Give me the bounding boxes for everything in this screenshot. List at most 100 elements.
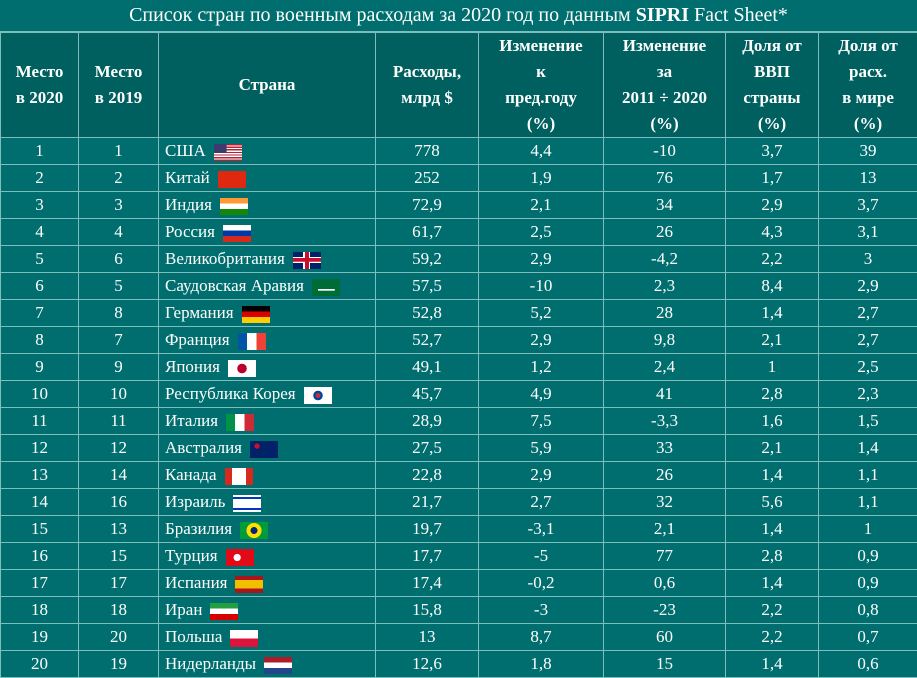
- table-cell: 20: [1, 651, 79, 678]
- flag-icon: [235, 576, 263, 593]
- country-cell: Австралия: [159, 435, 376, 462]
- table-cell: 252: [376, 165, 479, 192]
- table-cell: 10: [1, 381, 79, 408]
- table-cell: 8,4: [726, 273, 819, 300]
- header-line: Изменение: [479, 33, 603, 59]
- country-cell: Польша: [159, 624, 376, 651]
- table-cell: 0,9: [819, 543, 917, 570]
- header-line: Место: [79, 59, 158, 85]
- table-cell: 9: [1, 354, 79, 381]
- country-cell: Германия: [159, 300, 376, 327]
- table-cell: 4,4: [479, 138, 604, 165]
- table-cell: 11: [1, 408, 79, 435]
- flag-icon: [240, 522, 268, 539]
- country-cell: Индия: [159, 192, 376, 219]
- table-cell: 1,1: [819, 489, 917, 516]
- table-cell: 0,6: [819, 651, 917, 678]
- country-cell: Иран: [159, 597, 376, 624]
- table-cell: 9,8: [604, 327, 726, 354]
- table-cell: 77: [604, 543, 726, 570]
- country-name: США: [165, 141, 206, 160]
- table-cell: 0,7: [819, 624, 917, 651]
- table-cell: -23: [604, 597, 726, 624]
- header-line: пред.году: [479, 85, 603, 111]
- country-name: Республика Корея: [165, 384, 296, 403]
- table-cell: 5,2: [479, 300, 604, 327]
- table-cell: 1,5: [819, 408, 917, 435]
- flag-icon: [230, 630, 258, 647]
- table-cell: 18: [79, 597, 159, 624]
- table-cell: 11: [79, 408, 159, 435]
- table-cell: 4,9: [479, 381, 604, 408]
- table-cell: 2,8: [726, 543, 819, 570]
- table-cell: 52,8: [376, 300, 479, 327]
- table-cell: 1: [79, 138, 159, 165]
- country-cell: США: [159, 138, 376, 165]
- header-line: страны: [726, 85, 818, 111]
- table-cell: -3,1: [479, 516, 604, 543]
- header-line: Расходы,: [376, 59, 478, 85]
- country-cell: Испания: [159, 570, 376, 597]
- table-cell: 2,1: [726, 435, 819, 462]
- table-cell: 49,1: [376, 354, 479, 381]
- table-cell: 60: [604, 624, 726, 651]
- country-name: Китай: [165, 168, 210, 187]
- flag-icon: [218, 171, 246, 188]
- table-cell: 52,7: [376, 327, 479, 354]
- table-cell: 0,8: [819, 597, 917, 624]
- flag-icon: [226, 549, 254, 566]
- table-cell: 7: [1, 300, 79, 327]
- table-cell: 1: [1, 138, 79, 165]
- table-cell: 26: [604, 219, 726, 246]
- table-cell: 3: [79, 192, 159, 219]
- table-cell: 3: [1, 192, 79, 219]
- header-line: (%): [479, 111, 603, 137]
- table-cell: 1,4: [726, 651, 819, 678]
- table-cell: 3,1: [819, 219, 917, 246]
- table-cell: 778: [376, 138, 479, 165]
- table-cell: 12,6: [376, 651, 479, 678]
- table-cell: 20: [79, 624, 159, 651]
- country-name: Испания: [165, 573, 227, 592]
- table-cell: 10: [79, 381, 159, 408]
- flag-icon: [304, 387, 332, 404]
- table-cell: 15: [79, 543, 159, 570]
- header-line: (%): [819, 111, 917, 137]
- table-cell: 5: [79, 273, 159, 300]
- table-cell: 61,7: [376, 219, 479, 246]
- header-line: ВВП: [726, 59, 818, 85]
- country-cell: Турция: [159, 543, 376, 570]
- title: Список стран по военным расходам за 2020…: [0, 0, 917, 32]
- table-cell: 3,7: [726, 138, 819, 165]
- table-cell: -10: [479, 273, 604, 300]
- country-cell: Франция: [159, 327, 376, 354]
- table-cell: 4: [79, 219, 159, 246]
- flag-icon: [226, 414, 254, 431]
- table-cell: 12: [79, 435, 159, 462]
- table-cell: 1,7: [726, 165, 819, 192]
- table-cell: 27,5: [376, 435, 479, 462]
- title-bold: SIPRI: [636, 4, 689, 26]
- table-cell: 2,5: [819, 354, 917, 381]
- table-cell: 39: [819, 138, 917, 165]
- table-cell: 5,9: [479, 435, 604, 462]
- country-name: Бразилия: [165, 519, 232, 538]
- flag-icon: [233, 495, 261, 512]
- country-name: Япония: [165, 357, 220, 376]
- country-name: Нидерланды: [165, 654, 256, 673]
- table-cell: 2,2: [726, 246, 819, 273]
- header-line: (%): [604, 111, 725, 137]
